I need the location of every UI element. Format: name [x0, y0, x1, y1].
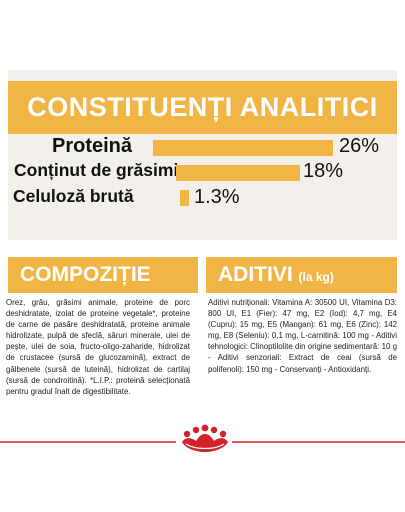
bar-value-fat: 18% [303, 160, 344, 182]
additives-title-unit: (la kg) [298, 270, 334, 284]
analysis-title: CONSTITUENȚI ANALITICI [27, 92, 378, 122]
bar-label-fat: Conținut de grăsimi [14, 160, 179, 180]
additives-title: ADITIVI [218, 263, 293, 286]
bar-protein [153, 140, 333, 156]
additives-header: ADITIVI (la kg) [206, 257, 397, 293]
bar-value-protein: 26% [339, 135, 380, 157]
composition-text: Orez, grâu, grăsimi animale, proteine de… [6, 298, 190, 396]
composition-title: COMPOZIȚIE [20, 263, 151, 286]
composition-body: Orez, grâu, grăsimi animale, proteine de… [0, 293, 198, 413]
bar-value-fiber: 1.3% [194, 186, 240, 208]
bar-fat [176, 165, 300, 181]
royal-canin-crown-logo-icon [0, 424, 405, 452]
composition-header: COMPOZIȚIE [8, 257, 198, 293]
analysis-header-band [8, 81, 397, 134]
additives-body: Aditivi nutriționali: Vitamina A: 30500 … [202, 293, 405, 413]
additives-text: Aditivi nutriționali: Vitamina A: 30500 … [208, 298, 397, 374]
bar-fiber [180, 190, 189, 206]
bar-label-protein: Proteină [52, 135, 133, 157]
bar-label-fiber: Celuloză brută [13, 186, 134, 206]
